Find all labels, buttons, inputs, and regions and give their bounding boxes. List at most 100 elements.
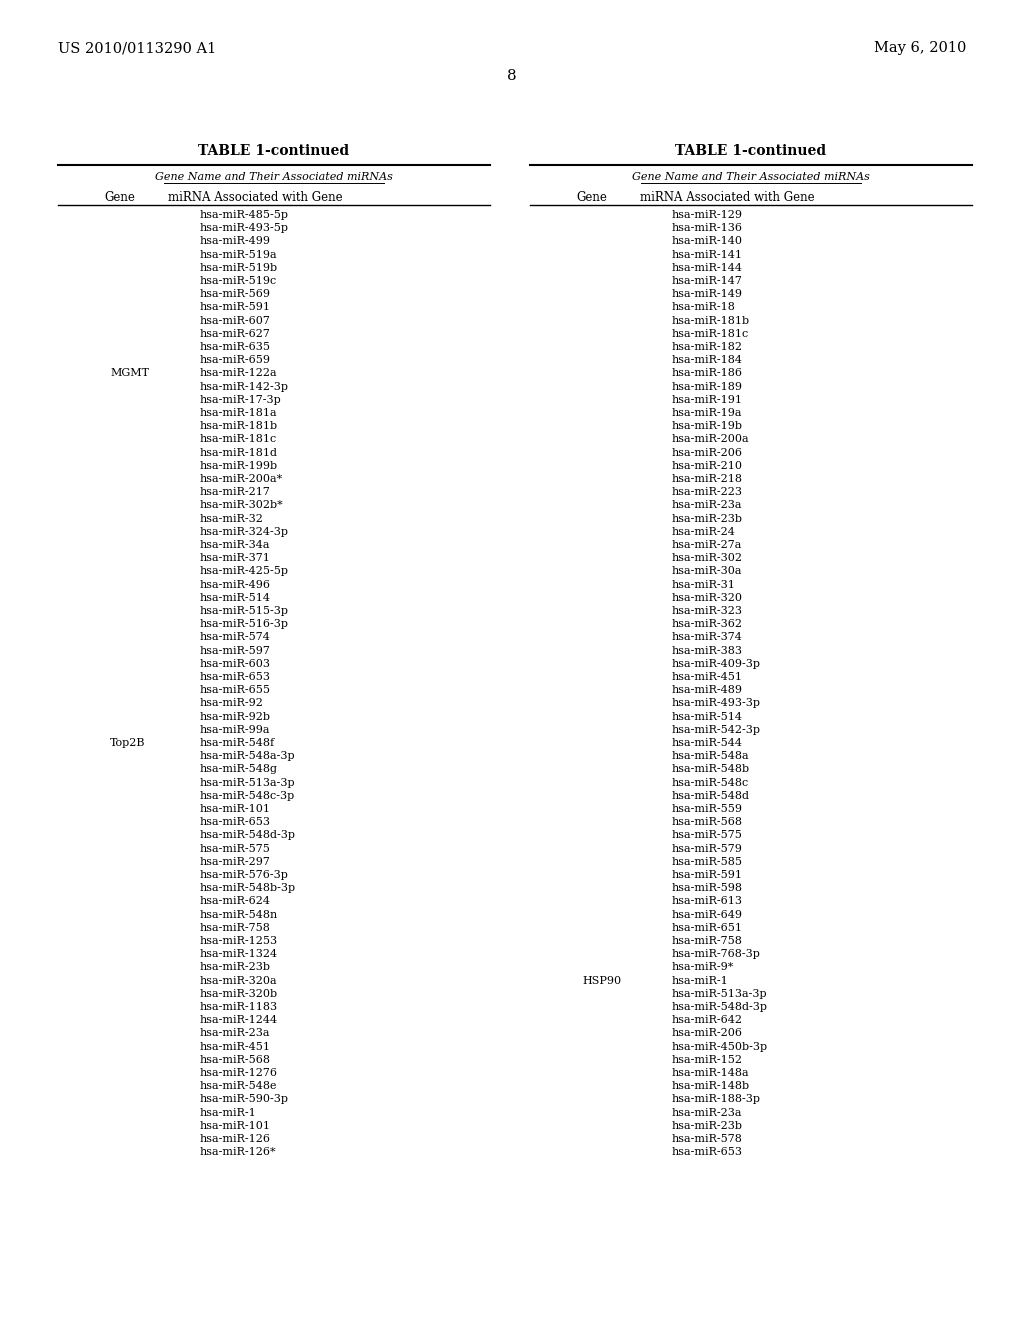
Text: hsa-miR-519a: hsa-miR-519a bbox=[200, 249, 278, 260]
Text: hsa-miR-578: hsa-miR-578 bbox=[672, 1134, 742, 1144]
Text: hsa-miR-544: hsa-miR-544 bbox=[672, 738, 743, 748]
Text: hsa-miR-513a-3p: hsa-miR-513a-3p bbox=[672, 989, 768, 999]
Text: hsa-miR-152: hsa-miR-152 bbox=[672, 1055, 743, 1065]
Text: hsa-miR-568: hsa-miR-568 bbox=[200, 1055, 271, 1065]
Text: hsa-miR-182: hsa-miR-182 bbox=[672, 342, 743, 352]
Text: hsa-miR-191: hsa-miR-191 bbox=[672, 395, 743, 405]
Text: hsa-miR-548n: hsa-miR-548n bbox=[200, 909, 279, 920]
Text: hsa-miR-297: hsa-miR-297 bbox=[200, 857, 271, 867]
Text: hsa-miR-451: hsa-miR-451 bbox=[672, 672, 743, 682]
Text: hsa-miR-142-3p: hsa-miR-142-3p bbox=[200, 381, 289, 392]
Text: hsa-miR-659: hsa-miR-659 bbox=[200, 355, 271, 366]
Text: hsa-miR-635: hsa-miR-635 bbox=[200, 342, 271, 352]
Text: hsa-miR-548f: hsa-miR-548f bbox=[200, 738, 275, 748]
Text: hsa-miR-613: hsa-miR-613 bbox=[672, 896, 743, 907]
Text: hsa-miR-548g: hsa-miR-548g bbox=[200, 764, 278, 775]
Text: 8: 8 bbox=[507, 69, 517, 83]
Text: Gene: Gene bbox=[577, 191, 607, 205]
Text: Gene: Gene bbox=[104, 191, 135, 205]
Text: hsa-miR-568: hsa-miR-568 bbox=[672, 817, 743, 828]
Text: hsa-miR-200a: hsa-miR-200a bbox=[672, 434, 750, 445]
Text: hsa-miR-18: hsa-miR-18 bbox=[672, 302, 736, 313]
Text: hsa-miR-542-3p: hsa-miR-542-3p bbox=[672, 725, 761, 735]
Text: hsa-miR-493-3p: hsa-miR-493-3p bbox=[672, 698, 761, 709]
Text: hsa-miR-499: hsa-miR-499 bbox=[200, 236, 271, 247]
Text: hsa-miR-450b-3p: hsa-miR-450b-3p bbox=[672, 1041, 768, 1052]
Text: hsa-miR-1244: hsa-miR-1244 bbox=[200, 1015, 279, 1026]
Text: hsa-miR-371: hsa-miR-371 bbox=[200, 553, 271, 564]
Text: hsa-miR-210: hsa-miR-210 bbox=[672, 461, 743, 471]
Text: US 2010/0113290 A1: US 2010/0113290 A1 bbox=[58, 41, 216, 55]
Text: hsa-miR-1183: hsa-miR-1183 bbox=[200, 1002, 279, 1012]
Text: hsa-miR-23b: hsa-miR-23b bbox=[672, 1121, 743, 1131]
Text: hsa-miR-141: hsa-miR-141 bbox=[672, 249, 743, 260]
Text: hsa-miR-519c: hsa-miR-519c bbox=[200, 276, 278, 286]
Text: hsa-miR-548d-3p: hsa-miR-548d-3p bbox=[672, 1002, 768, 1012]
Text: hsa-miR-101: hsa-miR-101 bbox=[200, 804, 271, 814]
Text: Gene Name and Their Associated miRNAs: Gene Name and Their Associated miRNAs bbox=[155, 172, 393, 182]
Text: hsa-miR-768-3p: hsa-miR-768-3p bbox=[672, 949, 761, 960]
Text: hsa-miR-92: hsa-miR-92 bbox=[200, 698, 264, 709]
Text: hsa-miR-585: hsa-miR-585 bbox=[672, 857, 743, 867]
Text: TABLE 1-continued: TABLE 1-continued bbox=[199, 144, 349, 158]
Text: hsa-miR-126*: hsa-miR-126* bbox=[200, 1147, 276, 1158]
Text: hsa-miR-1: hsa-miR-1 bbox=[672, 975, 729, 986]
Text: hsa-miR-19b: hsa-miR-19b bbox=[672, 421, 743, 432]
Text: hsa-miR-34a: hsa-miR-34a bbox=[200, 540, 270, 550]
Text: hsa-miR-548d: hsa-miR-548d bbox=[672, 791, 750, 801]
Text: hsa-miR-651: hsa-miR-651 bbox=[672, 923, 743, 933]
Text: Gene Name and Their Associated miRNAs: Gene Name and Their Associated miRNAs bbox=[632, 172, 870, 182]
Text: hsa-miR-513a-3p: hsa-miR-513a-3p bbox=[200, 777, 296, 788]
Text: hsa-miR-199b: hsa-miR-199b bbox=[200, 461, 279, 471]
Text: hsa-miR-514: hsa-miR-514 bbox=[672, 711, 743, 722]
Text: hsa-miR-181a: hsa-miR-181a bbox=[200, 408, 278, 418]
Text: hsa-miR-1253: hsa-miR-1253 bbox=[200, 936, 279, 946]
Text: hsa-miR-302: hsa-miR-302 bbox=[672, 553, 743, 564]
Text: hsa-miR-627: hsa-miR-627 bbox=[200, 329, 271, 339]
Text: hsa-miR-217: hsa-miR-217 bbox=[200, 487, 271, 498]
Text: hsa-miR-19a: hsa-miR-19a bbox=[672, 408, 742, 418]
Text: hsa-miR-598: hsa-miR-598 bbox=[672, 883, 743, 894]
Text: hsa-miR-653: hsa-miR-653 bbox=[200, 672, 271, 682]
Text: hsa-miR-32: hsa-miR-32 bbox=[200, 513, 264, 524]
Text: hsa-miR-200a*: hsa-miR-200a* bbox=[200, 474, 284, 484]
Text: hsa-miR-548c: hsa-miR-548c bbox=[672, 777, 750, 788]
Text: hsa-miR-642: hsa-miR-642 bbox=[672, 1015, 743, 1026]
Text: hsa-miR-758: hsa-miR-758 bbox=[672, 936, 742, 946]
Text: hsa-miR-320b: hsa-miR-320b bbox=[200, 989, 279, 999]
Text: hsa-miR-548a: hsa-miR-548a bbox=[672, 751, 750, 762]
Text: hsa-miR-181c: hsa-miR-181c bbox=[200, 434, 278, 445]
Text: hsa-miR-149: hsa-miR-149 bbox=[672, 289, 743, 300]
Text: hsa-miR-493-5p: hsa-miR-493-5p bbox=[200, 223, 289, 234]
Text: hsa-miR-31: hsa-miR-31 bbox=[672, 579, 736, 590]
Text: hsa-miR-591: hsa-miR-591 bbox=[200, 302, 271, 313]
Text: hsa-miR-323: hsa-miR-323 bbox=[672, 606, 743, 616]
Text: hsa-miR-206: hsa-miR-206 bbox=[672, 1028, 743, 1039]
Text: hsa-miR-24: hsa-miR-24 bbox=[672, 527, 736, 537]
Text: hsa-miR-425-5p: hsa-miR-425-5p bbox=[200, 566, 289, 577]
Text: hsa-miR-144: hsa-miR-144 bbox=[672, 263, 743, 273]
Text: hsa-miR-548a-3p: hsa-miR-548a-3p bbox=[200, 751, 296, 762]
Text: TABLE 1-continued: TABLE 1-continued bbox=[676, 144, 826, 158]
Text: hsa-miR-206: hsa-miR-206 bbox=[672, 447, 743, 458]
Text: hsa-miR-1: hsa-miR-1 bbox=[200, 1107, 257, 1118]
Text: hsa-miR-147: hsa-miR-147 bbox=[672, 276, 742, 286]
Text: Top2B: Top2B bbox=[110, 738, 145, 748]
Text: hsa-miR-136: hsa-miR-136 bbox=[672, 223, 743, 234]
Text: hsa-miR-603: hsa-miR-603 bbox=[200, 659, 271, 669]
Text: hsa-miR-188-3p: hsa-miR-188-3p bbox=[672, 1094, 761, 1105]
Text: hsa-miR-559: hsa-miR-559 bbox=[672, 804, 743, 814]
Text: hsa-miR-140: hsa-miR-140 bbox=[672, 236, 743, 247]
Text: hsa-miR-320: hsa-miR-320 bbox=[672, 593, 743, 603]
Text: HSP90: HSP90 bbox=[582, 975, 622, 986]
Text: hsa-miR-515-3p: hsa-miR-515-3p bbox=[200, 606, 289, 616]
Text: hsa-miR-126: hsa-miR-126 bbox=[200, 1134, 271, 1144]
Text: hsa-miR-101: hsa-miR-101 bbox=[200, 1121, 271, 1131]
Text: hsa-miR-758: hsa-miR-758 bbox=[200, 923, 271, 933]
Text: hsa-miR-23a: hsa-miR-23a bbox=[672, 500, 742, 511]
Text: hsa-miR-624: hsa-miR-624 bbox=[200, 896, 271, 907]
Text: hsa-miR-653: hsa-miR-653 bbox=[672, 1147, 743, 1158]
Text: hsa-miR-569: hsa-miR-569 bbox=[200, 289, 271, 300]
Text: hsa-miR-302b*: hsa-miR-302b* bbox=[200, 500, 284, 511]
Text: hsa-miR-23a: hsa-miR-23a bbox=[672, 1107, 742, 1118]
